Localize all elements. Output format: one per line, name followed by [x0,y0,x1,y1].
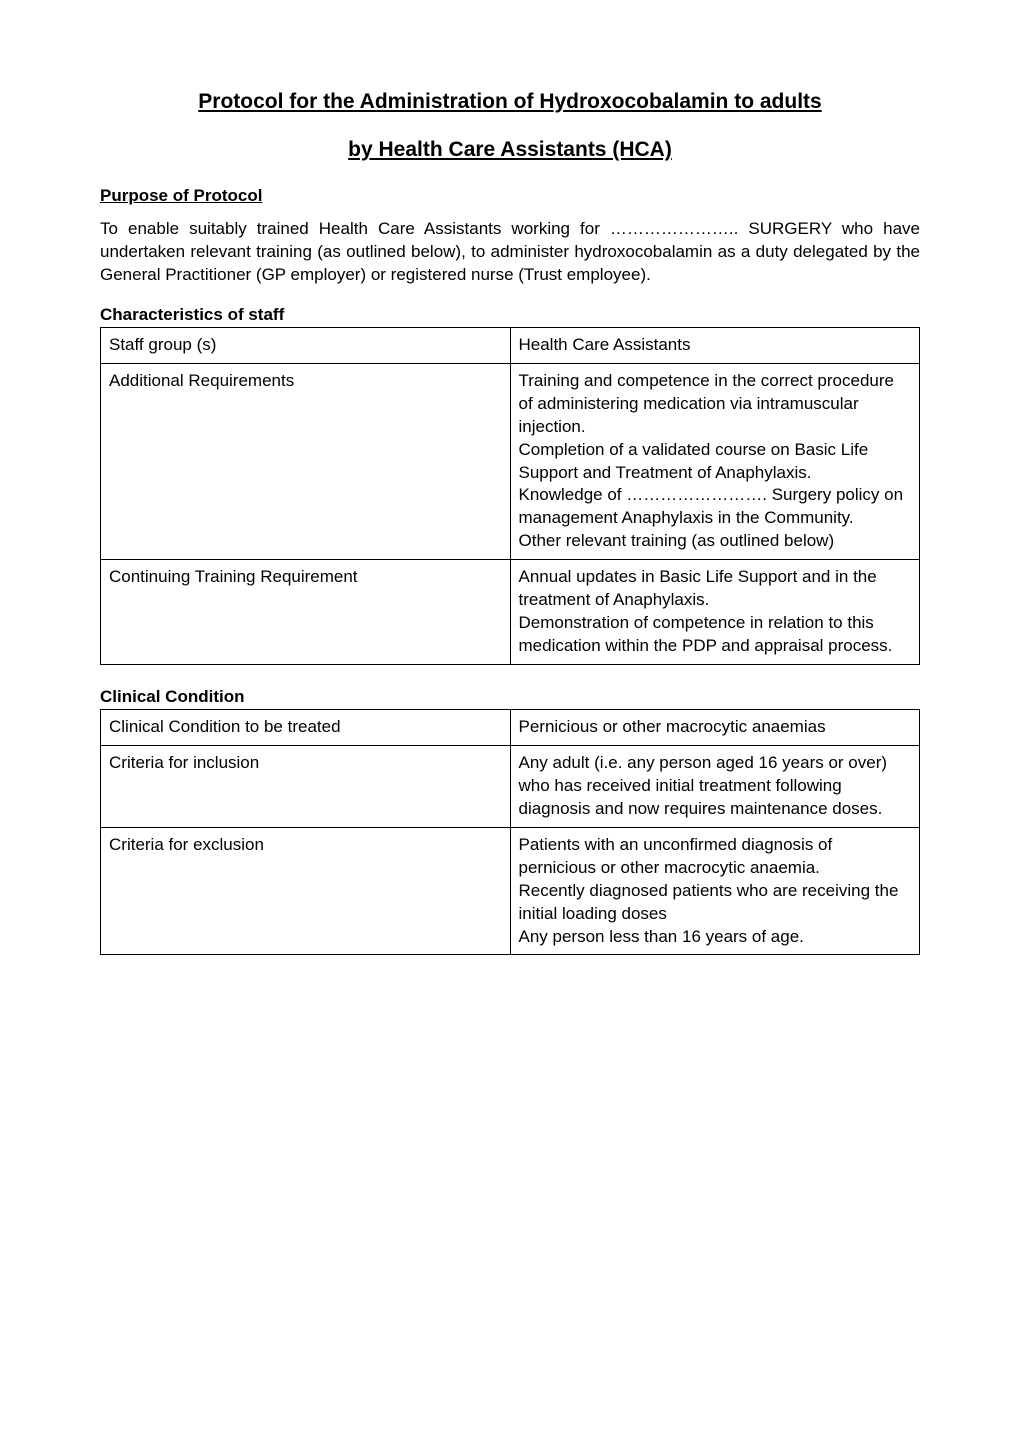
document-subtitle: by Health Care Assistants (HCA) [100,138,920,162]
staff-row1-label: Additional Requirements [101,363,511,560]
clinical-row0-label: Clinical Condition to be treated [101,710,511,746]
staff-row0-label: Staff group (s) [101,327,511,363]
cell-text: Annual updates in Basic Life Support and… [519,567,893,655]
document-title: Protocol for the Administration of Hydro… [100,90,920,114]
cell-text: Clinical Condition to be treated [109,717,341,736]
cell-text: Pernicious or other macrocytic anaemias [519,717,826,736]
purpose-body: To enable suitably trained Health Care A… [100,218,920,287]
table-row: Additional Requirements Training and com… [101,363,920,560]
table-row: Criteria for exclusion Patients with an … [101,827,920,955]
clinical-row1-value: Any adult (i.e. any person aged 16 years… [510,745,920,827]
staff-row2-value: Annual updates in Basic Life Support and… [510,560,920,665]
cell-text: Continuing Training Requirement [109,567,358,586]
purpose-heading: Purpose of Protocol [100,186,920,206]
clinical-table: Clinical Condition to be treated Pernici… [100,709,920,955]
clinical-row1-label: Criteria for inclusion [101,745,511,827]
clinical-table-heading: Clinical Condition [100,687,920,707]
page-container: Protocol for the Administration of Hydro… [0,0,1020,1443]
cell-text: Any adult (i.e. any person aged 16 years… [519,753,892,818]
staff-table-heading: Characteristics of staff [100,305,920,325]
staff-table: Staff group (s) Health Care Assistants A… [100,327,920,665]
cell-text: Health Care Assistants [519,335,691,354]
staff-row0-value: Health Care Assistants [510,327,920,363]
cell-text: Additional Requirements [109,371,294,390]
cell-text: Criteria for exclusion [109,835,264,854]
table-row: Staff group (s) Health Care Assistants [101,327,920,363]
cell-text: Training and competence in the correct p… [519,371,908,551]
staff-row1-value: Training and competence in the correct p… [510,363,920,560]
cell-text: Patients with an unconfirmed diagnosis o… [519,835,904,946]
table-row: Clinical Condition to be treated Pernici… [101,710,920,746]
clinical-row2-value: Patients with an unconfirmed diagnosis o… [510,827,920,955]
table-row: Continuing Training Requirement Annual u… [101,560,920,665]
staff-row2-label: Continuing Training Requirement [101,560,511,665]
table-row: Criteria for inclusion Any adult (i.e. a… [101,745,920,827]
clinical-row0-value: Pernicious or other macrocytic anaemias [510,710,920,746]
cell-text: Criteria for inclusion [109,753,259,772]
clinical-row2-label: Criteria for exclusion [101,827,511,955]
cell-text: Staff group (s) [109,335,216,354]
